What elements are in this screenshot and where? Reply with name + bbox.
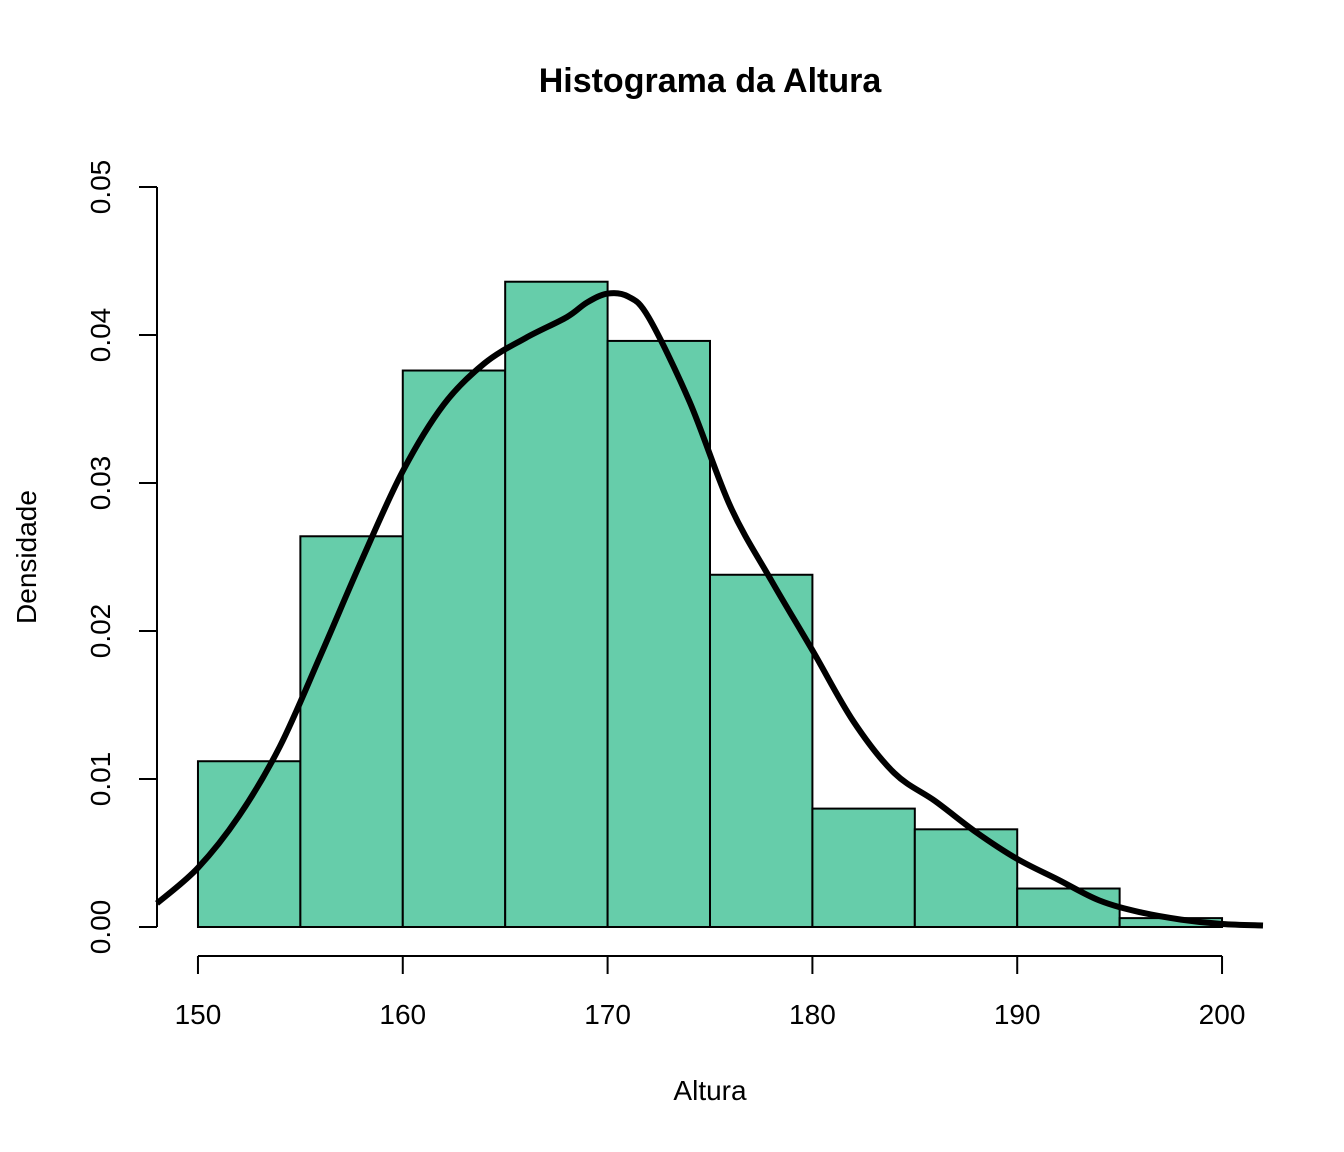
histogram-bar [606, 339, 711, 929]
x-tick-label: 180 [789, 999, 836, 1030]
x-axis: 150 160 170 180 190 200 [175, 955, 1246, 1030]
histogram-bar [299, 535, 404, 929]
y-tick-label: 0.03 [85, 456, 116, 511]
y-tick-label: 0.04 [85, 308, 116, 363]
x-tick-label: 170 [584, 999, 631, 1030]
y-tick-label: 0.05 [85, 160, 116, 215]
histogram-bar [913, 828, 1019, 929]
histogram-bar [1016, 887, 1121, 929]
histogram-bar [709, 573, 814, 928]
x-tick-label: 160 [379, 999, 426, 1030]
chart-title: Histograma da Altura [539, 62, 883, 100]
y-tick-label: 0.00 [85, 900, 116, 955]
histogram-bar [196, 760, 302, 928]
histogram-bar [504, 280, 609, 929]
histogram-bar [401, 369, 507, 928]
y-axis: 0.00 0.01 0.02 0.03 0.04 0.05 [85, 160, 158, 955]
x-tick-label: 190 [994, 999, 1041, 1030]
y-axis-label: Densidade [11, 490, 42, 624]
x-tick-label: 150 [175, 999, 222, 1030]
y-tick-label: 0.02 [85, 604, 116, 659]
x-axis-label: Altura [673, 1075, 747, 1106]
histogram-bars [196, 280, 1224, 929]
density-curve [155, 290, 1264, 929]
histogram-bar [811, 807, 916, 928]
y-tick-label: 0.01 [85, 752, 116, 807]
x-tick-label: 200 [1199, 999, 1246, 1030]
